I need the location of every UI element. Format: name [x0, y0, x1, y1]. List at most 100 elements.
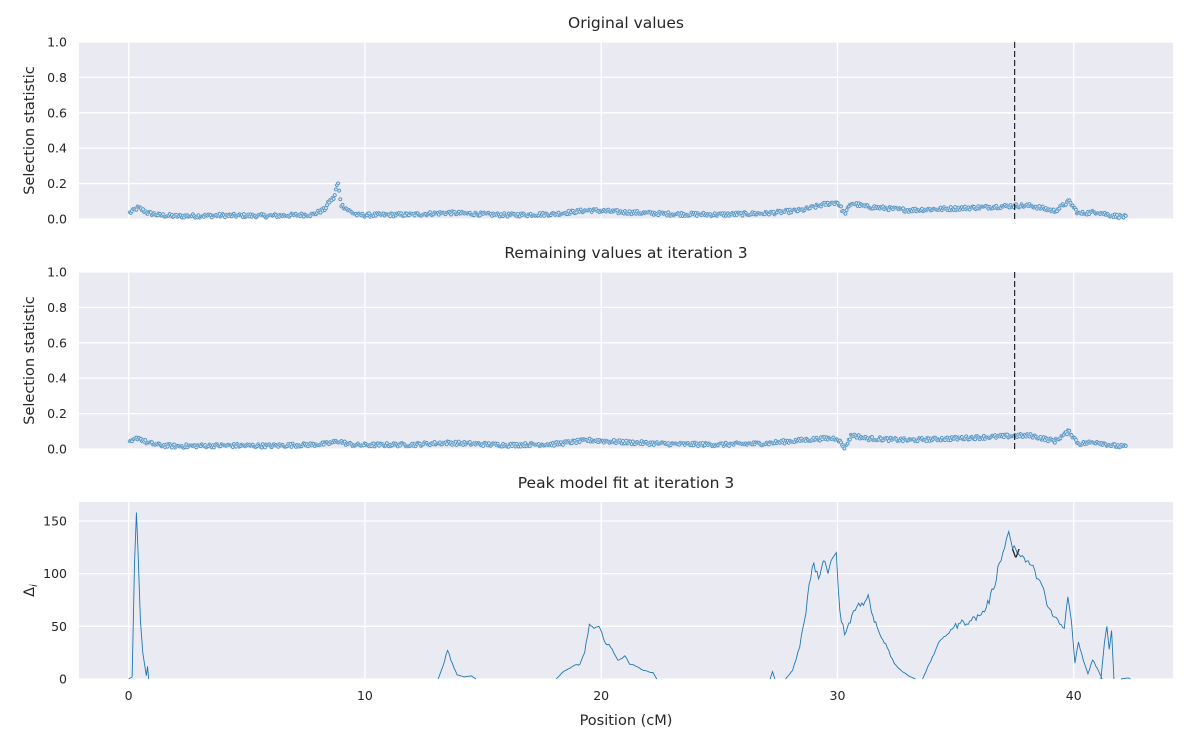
data-point-center	[324, 207, 327, 210]
data-point-center	[1069, 201, 1072, 204]
data-layer	[127, 181, 1129, 221]
data-layer	[128, 512, 1131, 680]
chart-title: Peak model fit at iteration 3	[518, 474, 734, 492]
data-point-center	[1006, 433, 1009, 436]
data-point-center	[325, 204, 329, 207]
data-point-center	[839, 205, 843, 208]
data-point-center	[445, 443, 448, 446]
series-line	[128, 512, 150, 680]
plot-area	[79, 502, 1173, 679]
data-point-center	[925, 440, 928, 443]
x-tick-label: 40	[1066, 688, 1082, 703]
data-point-center	[887, 439, 890, 443]
data-point-center	[973, 438, 977, 441]
series-line	[922, 529, 1103, 680]
grid-lines	[79, 41, 1173, 220]
y-tick-label: 0.8	[47, 300, 67, 315]
data-point-center	[339, 198, 342, 201]
data-point-center	[1074, 438, 1077, 441]
axis-ticks: 0.0 0.2 0.4 0.6 0.8 1.0	[47, 265, 67, 457]
data-point-center	[553, 444, 556, 447]
y-tick-label: 0.4	[47, 371, 67, 386]
data-point-center	[741, 214, 744, 217]
y-tick-label: 1.0	[47, 265, 67, 280]
data-point-center	[846, 442, 849, 445]
y-tick-label: 0.6	[47, 335, 67, 350]
series-line	[769, 670, 776, 680]
plot-area	[79, 42, 1173, 219]
y-tick-label: 50	[51, 619, 67, 634]
grid-lines	[79, 271, 1173, 450]
data-point-center	[848, 438, 851, 441]
y-tick-label: 0.6	[47, 105, 67, 120]
axis-ticks: 0 50 100 150 0 10 20 30 40	[43, 513, 1082, 703]
series-line	[555, 623, 658, 680]
series-line	[785, 551, 916, 680]
data-point-center	[1074, 208, 1077, 211]
panel-peak-model-fit: 0 50 100 150 0 10 20 30 40 v Peak model fit at i…	[22, 474, 1173, 729]
data-point-center	[242, 212, 246, 216]
y-axis-label: Selection statistic	[22, 66, 38, 195]
data-point-center	[1124, 444, 1127, 448]
y-tick-label: 150	[43, 513, 67, 528]
y-axis-label: Δi	[22, 584, 40, 597]
y-tick-label: 0.0	[47, 212, 67, 227]
x-tick-label: 20	[593, 688, 609, 703]
data-point-center	[1068, 429, 1071, 432]
data-point-center	[949, 205, 952, 209]
chart-title: Remaining values at iteration 3	[504, 244, 747, 262]
data-point-center	[843, 447, 846, 450]
data-point-center	[338, 189, 341, 192]
data-point-center	[844, 212, 847, 215]
data-point-center	[478, 214, 481, 217]
y-axis-label: Selection statistic	[22, 296, 38, 425]
data-point-center	[336, 182, 340, 185]
data-point-center	[814, 206, 817, 209]
data-point-center	[667, 211, 670, 214]
data-point-center	[528, 445, 531, 448]
peak-annotation: v	[1011, 544, 1020, 562]
y-tick-label: 0	[59, 672, 67, 687]
data-point-center	[135, 208, 138, 211]
data-point-center	[1065, 433, 1069, 436]
series-line	[1120, 677, 1131, 680]
y-tick-label: 0.2	[47, 406, 67, 421]
data-point-center	[887, 209, 890, 212]
chart-title: Original values	[568, 14, 684, 32]
x-tick-label: 30	[830, 688, 846, 703]
x-tick-label: 10	[357, 688, 373, 703]
axis-ticks: 0.0 0.2 0.4 0.6 0.8 1.0	[47, 35, 67, 227]
y-tick-label: 100	[43, 566, 67, 581]
data-layer	[127, 427, 1129, 451]
data-point-center	[612, 438, 616, 442]
data-point-center	[333, 194, 336, 197]
data-point-center	[482, 444, 485, 447]
data-point-center	[570, 442, 573, 445]
data-point-center	[1053, 441, 1056, 444]
data-point-center	[334, 188, 337, 191]
data-point-center	[901, 207, 905, 210]
data-point-center	[1124, 214, 1127, 217]
y-tick-label: 0.4	[47, 141, 67, 156]
data-point-center	[1064, 203, 1068, 206]
y-tick-label: 0.0	[47, 442, 67, 457]
y-tick-label: 1.0	[47, 35, 67, 50]
data-point-center	[1115, 213, 1118, 216]
x-tick-label: 0	[125, 688, 133, 703]
x-axis-label: Position (cM)	[580, 713, 673, 729]
y-tick-label: 0.2	[47, 176, 67, 191]
y-tick-label: 0.8	[47, 70, 67, 85]
series-line	[1100, 626, 1115, 680]
series-line	[437, 649, 477, 680]
data-point-center	[341, 203, 344, 206]
data-point-center	[389, 215, 392, 218]
data-point-center	[1058, 207, 1061, 210]
data-point-center	[870, 435, 874, 439]
data-point-center	[332, 197, 335, 201]
data-point-center	[144, 438, 147, 442]
panel-original-values: 0.0 0.2 0.4 0.6 0.8 1.0 Original values Selec…	[22, 14, 1173, 227]
panel-remaining-values: 0.0 0.2 0.4 0.6 0.8 1.0 Remaining values at i…	[22, 244, 1173, 457]
plot-area	[79, 272, 1173, 449]
